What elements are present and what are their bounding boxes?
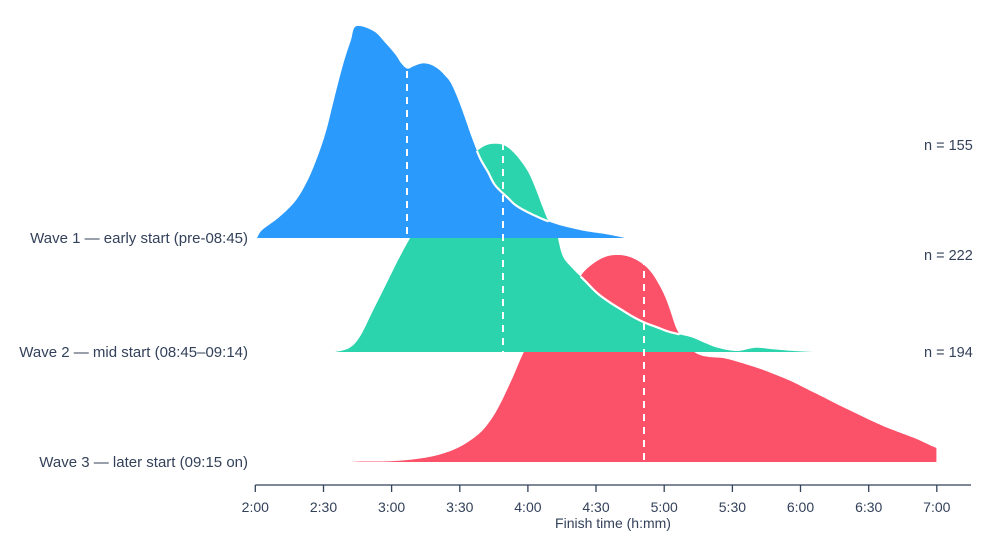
svg-text:3:30: 3:30 [446,499,473,515]
svg-text:5:00: 5:00 [651,499,678,515]
svg-text:6:30: 6:30 [855,499,882,515]
svg-text:2:00: 2:00 [242,499,269,515]
svg-text:Finish time (h:mm): Finish time (h:mm) [555,515,671,531]
svg-text:n = 222: n = 222 [924,248,973,264]
svg-text:Wave 2 — mid start (08:45–09:1: Wave 2 — mid start (08:45–09:14) [19,344,248,361]
svg-text:n = 194: n = 194 [924,345,973,361]
svg-text:3:00: 3:00 [378,499,405,515]
svg-text:Wave 3 — later start (09:15 on: Wave 3 — later start (09:15 on) [39,454,248,471]
svg-text:Wave 1 — early start (pre-08:4: Wave 1 — early start (pre-08:45) [30,230,248,247]
svg-text:5:30: 5:30 [719,499,746,515]
svg-text:4:30: 4:30 [582,499,609,515]
svg-text:7:00: 7:00 [923,499,950,515]
svg-text:2:30: 2:30 [310,499,337,515]
svg-text:n = 155: n = 155 [924,138,973,154]
svg-text:4:00: 4:00 [514,499,541,515]
svg-text:6:00: 6:00 [787,499,814,515]
